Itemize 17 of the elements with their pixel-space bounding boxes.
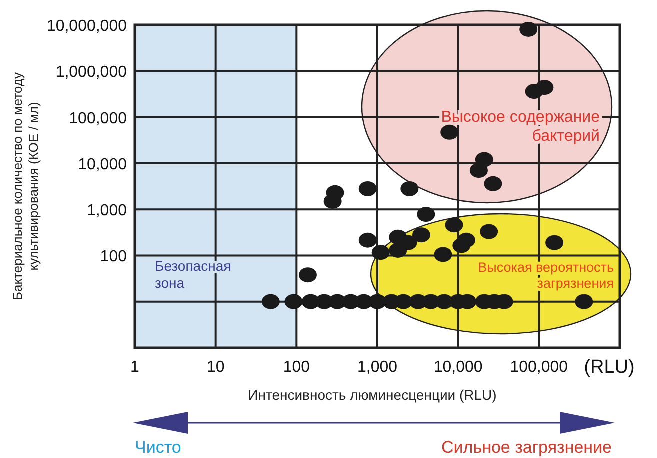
text: Сильное загрязнение [442,438,612,457]
y-tick-label: 1,000 [86,202,128,220]
text: (RLU) [584,357,635,378]
y-tick-label: 10,000 [78,156,128,174]
y-axis-title: Бактериальное количество по методу культивирования (КОЕ / мл) [10,72,41,301]
y-tick-label: 100,000 [69,110,128,128]
x-axis-title: Интенсивность люминесценции (RLU) [248,387,497,403]
x-tick-label: 100,000 [510,359,568,376]
y-tick-label: 100 [100,248,128,266]
y-tick-label: 1,000,000 [56,64,128,82]
x-tick-label: 1,000 [357,359,398,376]
y-tick-label: 10,000,000 [46,18,128,35]
text: Чисто [135,438,182,457]
x-tick-label: 10 [206,359,225,376]
x-tick-label: 100 [283,359,310,376]
x-tick-label: 10,000 [434,359,483,376]
x-tick-label: 1 [130,359,140,376]
